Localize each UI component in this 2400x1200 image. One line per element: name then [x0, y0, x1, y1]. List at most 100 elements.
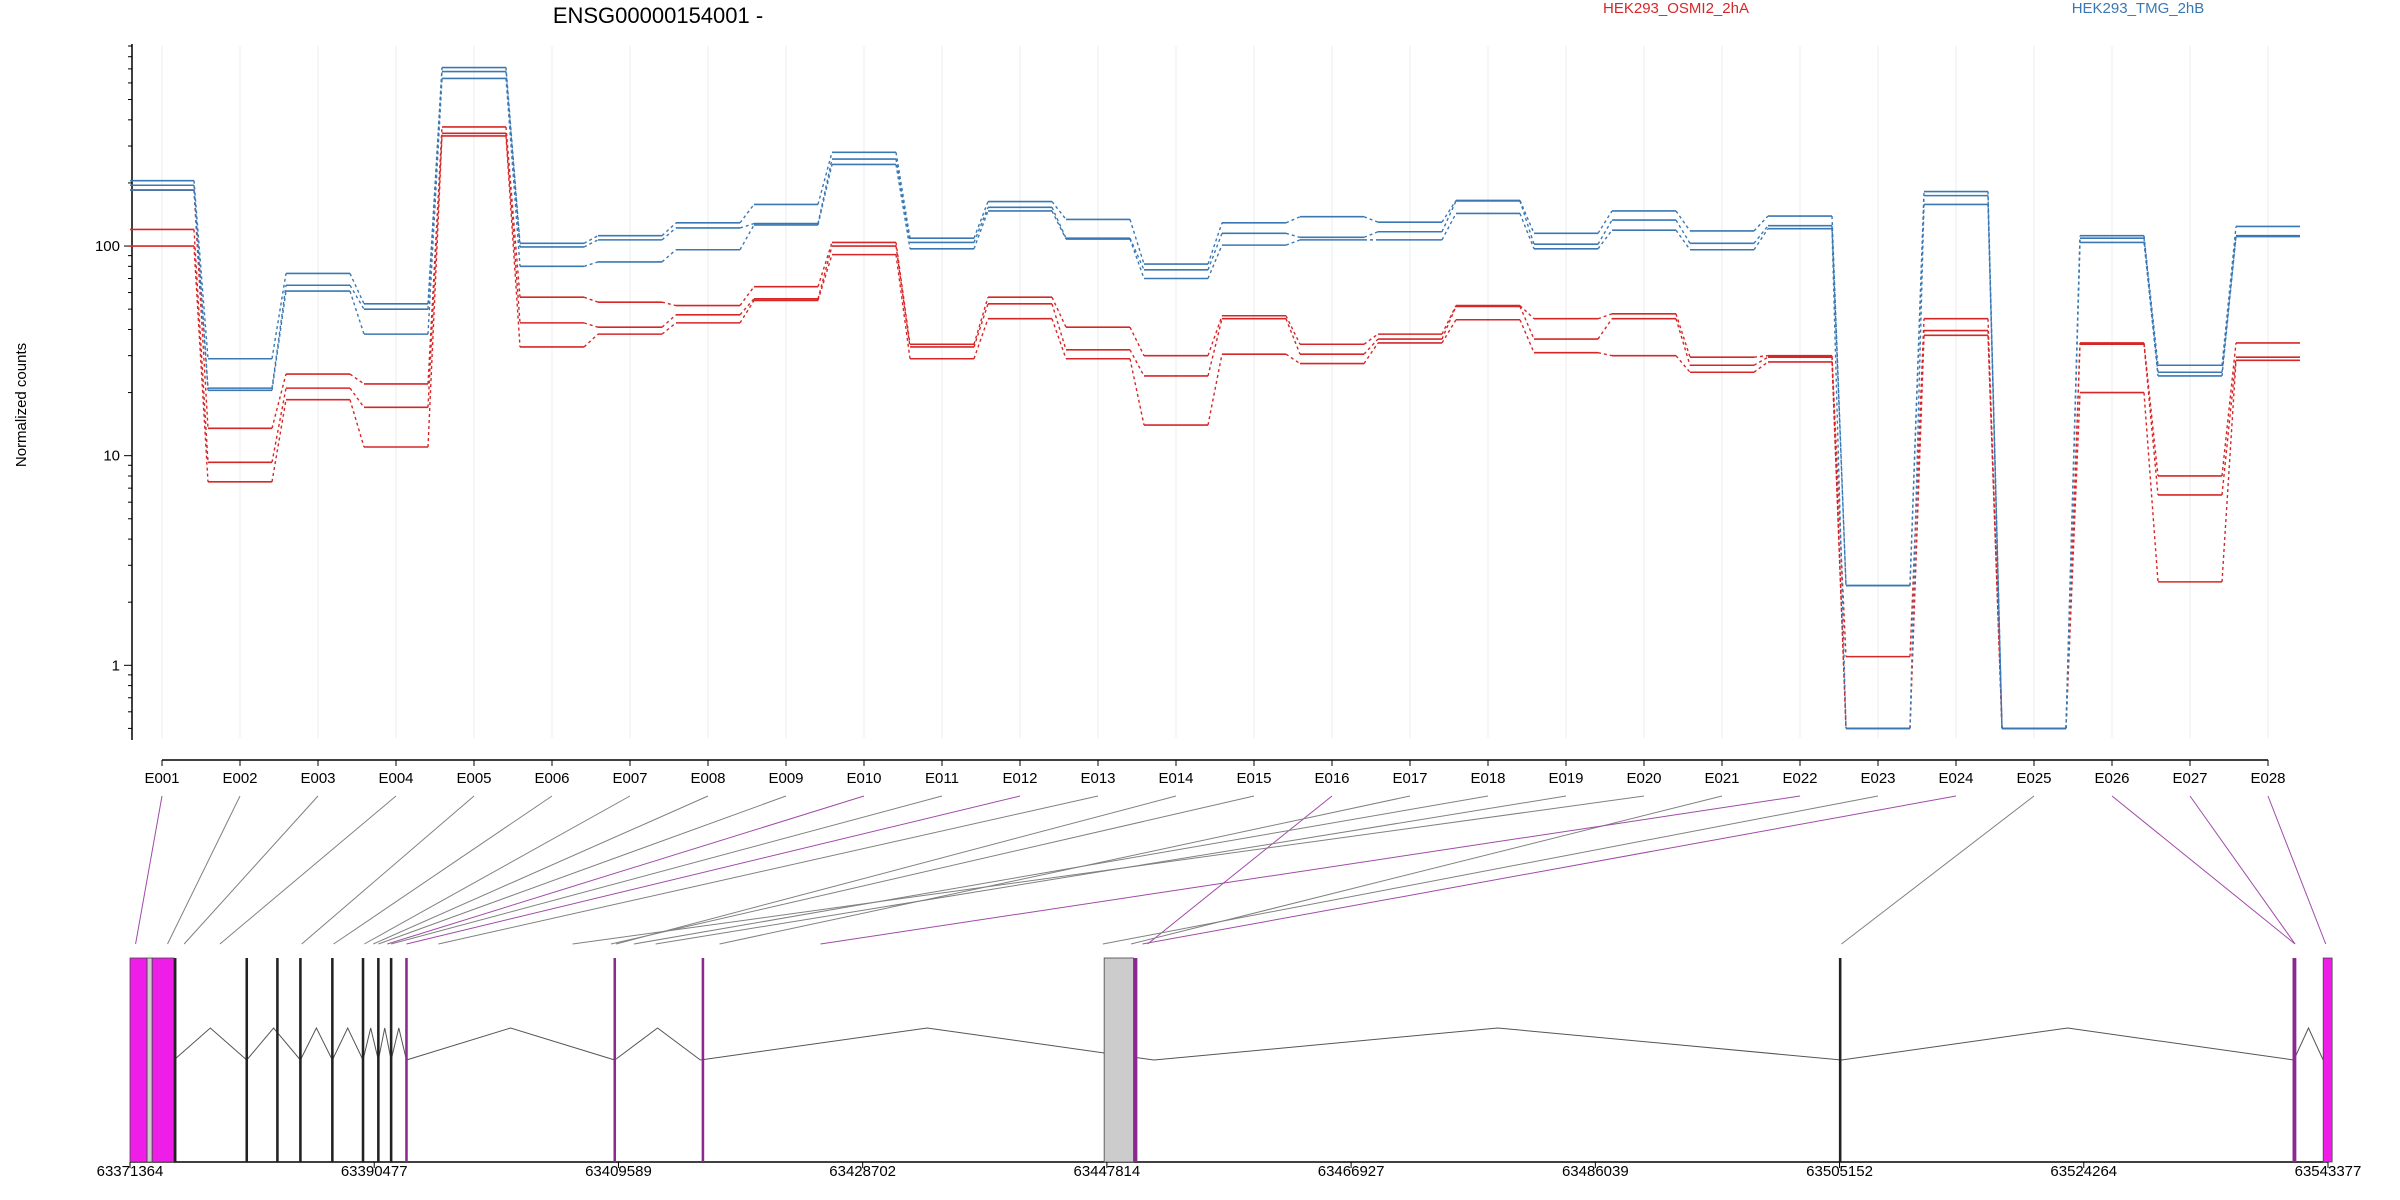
- data-connector: [1207, 244, 1223, 279]
- exon-label-E004: E004: [378, 770, 413, 787]
- exon-label-E010: E010: [846, 770, 881, 787]
- exon-block: [701, 958, 705, 1162]
- exon-label-E020: E020: [1626, 770, 1661, 787]
- exon-label-E016: E016: [1314, 770, 1349, 787]
- exon-label-E025: E025: [2016, 770, 2051, 787]
- data-connector: [739, 203, 755, 224]
- intron: [1841, 1027, 2294, 1061]
- data-connector: [1831, 216, 1847, 586]
- exon-connector-E014: [615, 795, 1177, 945]
- data-connector: [895, 152, 911, 239]
- data-connector: [817, 158, 833, 224]
- data-connector: [1207, 318, 1223, 377]
- data-connector: [1129, 349, 1145, 377]
- series-HEK293_OSMI2_2hA-0: [130, 126, 2300, 730]
- intron: [700, 1027, 1155, 1061]
- exon-connector-E003: [183, 795, 319, 945]
- data-connector: [505, 78, 521, 267]
- data-connector: [1753, 228, 1769, 251]
- exon-block: [299, 958, 302, 1162]
- data-connector: [1753, 225, 1769, 244]
- data-connector: [1753, 356, 1769, 366]
- exon-connector-E001: [135, 795, 163, 945]
- intron: [406, 1027, 615, 1061]
- data-connector: [271, 273, 287, 359]
- genomic-coordinate-label: 63409589: [585, 1163, 652, 1180]
- data-connector: [1753, 361, 1769, 373]
- data-connector: [1285, 232, 1301, 239]
- exon-connector-E018: [633, 795, 1489, 945]
- data-connector: [661, 322, 677, 335]
- data-connector: [1051, 210, 1067, 240]
- exon-block: [377, 958, 380, 1162]
- data-connector: [1051, 303, 1067, 350]
- data-connector: [583, 239, 599, 248]
- data-connector: [895, 164, 911, 249]
- exon-block: [1103, 957, 1134, 1163]
- data-connector: [583, 261, 599, 268]
- exon-label-E012: E012: [1002, 770, 1037, 787]
- exon-connector-E017: [719, 795, 1411, 945]
- exon-label-E015: E015: [1236, 770, 1271, 787]
- exon-label-E008: E008: [690, 770, 725, 787]
- data-connector: [817, 242, 833, 287]
- data-connector: [1597, 313, 1613, 320]
- data-connector: [2221, 236, 2237, 377]
- data-connector: [1675, 313, 1691, 358]
- data-connector: [1363, 216, 1379, 223]
- data-connector: [739, 300, 755, 324]
- data-connector: [2143, 238, 2159, 373]
- data-connector: [973, 201, 989, 239]
- data-connector: [817, 254, 833, 301]
- data-connector: [1441, 213, 1457, 241]
- data-connector: [1519, 319, 1535, 353]
- data-connector: [1597, 318, 1613, 340]
- axes: 1 10 100 E001 E002 E003 E004 E005 E006 E007 E008 E0…: [95, 44, 2286, 787]
- data-connector: [1597, 351, 1613, 357]
- exon-connector-E005: [301, 795, 475, 945]
- intron: [1153, 1027, 1842, 1061]
- exon-block: [245, 958, 249, 1162]
- exon-label-E009: E009: [768, 770, 803, 787]
- exon-connector-E007: [364, 795, 631, 945]
- data-connector: [1675, 318, 1691, 366]
- intron: [246, 1027, 301, 1061]
- data-connector: [1831, 225, 1847, 586]
- data-connector: [2221, 360, 2237, 582]
- data-connector: [349, 290, 365, 335]
- genomic-coordinate-label: 63428702: [829, 1163, 896, 1180]
- data-connector: [2143, 235, 2159, 366]
- data-connector: [349, 284, 365, 310]
- data-connector: [1909, 204, 1925, 729]
- exon-label-E028: E028: [2250, 770, 2285, 787]
- exon-connector-E025: [1841, 795, 2035, 945]
- data-connector: [193, 180, 209, 359]
- exon-label-E021: E021: [1704, 770, 1739, 787]
- exon-connector-E011: [391, 795, 943, 945]
- intron: [362, 1027, 379, 1061]
- data-connector: [2143, 392, 2159, 582]
- data-connector: [271, 387, 287, 463]
- data-connector: [661, 301, 677, 307]
- data-connector: [1051, 201, 1067, 220]
- genomic-coordinate-label: 63371364: [97, 1163, 164, 1180]
- exon-block: [389, 958, 393, 1162]
- data-connector: [427, 126, 443, 384]
- data-connector: [505, 135, 521, 348]
- genomic-coordinate-label: 63486039: [1562, 1163, 1629, 1180]
- exon-connector-E015: [610, 795, 1255, 945]
- exon-label-E006: E006: [534, 770, 569, 787]
- data-connector: [1129, 358, 1145, 426]
- exon-block: [405, 958, 408, 1162]
- data-connector: [2221, 226, 2237, 366]
- genomic-coordinate-label: 63466927: [1318, 1163, 1385, 1180]
- data-connector: [1987, 195, 2003, 729]
- series-HEK293_TMG_2hB-5: [130, 77, 2300, 730]
- data-connector: [973, 318, 989, 359]
- data-connector: [817, 164, 833, 226]
- data-connector: [1831, 357, 1847, 729]
- data-connector: [895, 158, 911, 243]
- data-connector: [1519, 306, 1535, 340]
- data-connector: [583, 235, 599, 244]
- chart-title: ENSG00000154001 -: [553, 3, 763, 28]
